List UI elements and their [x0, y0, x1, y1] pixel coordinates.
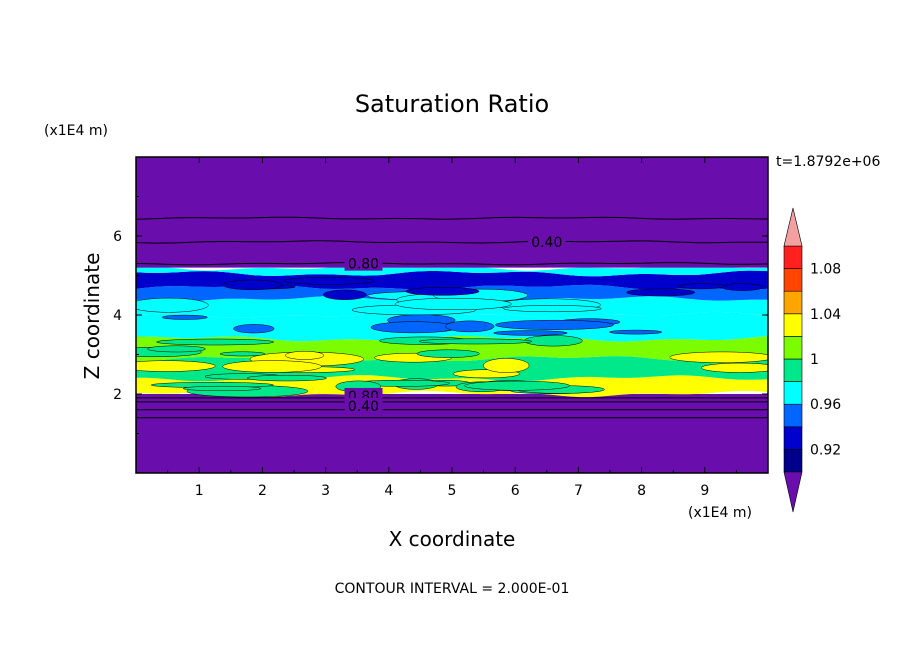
field-blob — [182, 385, 262, 392]
x-unit-label: (x1E4 m) — [688, 505, 752, 521]
colorbar-segment — [783, 245, 803, 269]
field-blob — [161, 314, 208, 320]
field-blob — [609, 329, 663, 335]
contour-label-bg — [527, 233, 566, 249]
contour-line — [136, 216, 768, 220]
colorbar: 0.92 0.96 1 1.04 1.08 — [783, 207, 841, 513]
field-blob — [283, 277, 375, 285]
field-blob — [416, 349, 480, 358]
colorbar-tick-label: 1.08 — [810, 262, 841, 278]
y-tick-label: 2 — [113, 387, 122, 403]
field-blob — [405, 287, 480, 296]
colorbar-segment — [783, 449, 803, 473]
field-blob — [222, 279, 282, 291]
colorbar-segment — [783, 403, 803, 428]
field-blob — [483, 358, 530, 373]
field-blob — [156, 338, 274, 346]
colorbar-segment — [783, 290, 803, 315]
colorbar-top-arrow — [783, 207, 803, 247]
field-layer — [136, 270, 768, 290]
x-tick-label: 8 — [637, 483, 646, 499]
field-blob — [626, 288, 696, 297]
colorbar-tick-label: 0.96 — [810, 397, 841, 413]
field-texture — [136, 277, 768, 398]
colorbar-segment — [783, 358, 803, 382]
contour-label-bg — [344, 255, 383, 271]
x-axis-title: X coordinate — [389, 527, 516, 551]
colorbar-segment — [783, 336, 803, 360]
field-layer — [136, 264, 768, 277]
x-tick-label: 3 — [321, 483, 330, 499]
y-tick-label: 4 — [113, 308, 122, 324]
field-blob — [701, 362, 768, 373]
contour-lines — [136, 216, 768, 419]
x-tick-label: 1 — [195, 483, 204, 499]
field-blob — [495, 319, 614, 330]
field-blob — [246, 374, 327, 382]
contour-interval-footer: CONTOUR INTERVAL = 2.000E-01 — [335, 581, 570, 597]
field-blob — [721, 283, 764, 291]
field-layer — [136, 157, 768, 268]
field-blob — [669, 351, 768, 363]
x-tick-label: 7 — [574, 483, 583, 499]
field-blob — [370, 321, 457, 334]
colorbar-tick-label: 1 — [810, 352, 819, 368]
field-blob — [503, 305, 602, 313]
contour-label: 0.40 — [531, 235, 562, 251]
contour-line — [136, 261, 768, 266]
field-blob — [285, 351, 325, 360]
colorbar-segment — [783, 313, 803, 337]
x-tick-label: 4 — [384, 483, 393, 499]
colorbar-segment — [783, 381, 803, 405]
colorbar-segment — [783, 268, 803, 292]
field-blob — [147, 345, 206, 353]
field-blob — [219, 351, 266, 357]
contour-line — [136, 240, 768, 244]
chart-title: Saturation Ratio — [355, 90, 549, 118]
field-blob — [418, 338, 533, 345]
contour-label: 0.40 — [348, 399, 379, 415]
field-blob — [323, 289, 367, 300]
field-blob — [445, 320, 495, 333]
field-layers — [136, 157, 768, 473]
contour-labels: 0.400.800.800.40 — [344, 233, 566, 415]
x-axis-ticks: 1 2 3 4 5 6 7 8 9 — [167, 157, 737, 499]
field-blob — [222, 360, 322, 373]
y-tick-label: 6 — [113, 229, 122, 245]
field-blob — [523, 335, 583, 347]
y-unit-label: (x1E4 m) — [44, 123, 108, 139]
plot-area: 0.400.800.800.40 — [136, 157, 768, 473]
x-tick-label: 6 — [511, 483, 520, 499]
x-tick-label: 5 — [448, 483, 457, 499]
y-axis-title: Z coordinate — [80, 253, 104, 380]
field-blob — [464, 380, 570, 391]
colorbar-tick-label: 1.04 — [810, 307, 841, 323]
y-axis-ticks: 2 4 6 — [113, 196, 768, 434]
field-blob — [233, 324, 275, 334]
colorbar-segment — [783, 426, 803, 450]
field-layer — [136, 394, 768, 473]
x-tick-label: 2 — [258, 483, 267, 499]
field-blob — [136, 360, 216, 372]
contour-label: 0.80 — [348, 257, 379, 273]
colorbar-bottom-arrow — [783, 471, 803, 513]
field-blob — [493, 330, 568, 336]
time-label: t=1.8792e+06 — [776, 154, 880, 170]
field-blob — [678, 283, 725, 290]
x-tick-label: 9 — [700, 483, 709, 499]
field-blob — [136, 297, 209, 313]
field-blob — [395, 297, 512, 311]
contour-label-bg — [344, 397, 383, 413]
colorbar-tick-label: 0.92 — [810, 442, 841, 458]
